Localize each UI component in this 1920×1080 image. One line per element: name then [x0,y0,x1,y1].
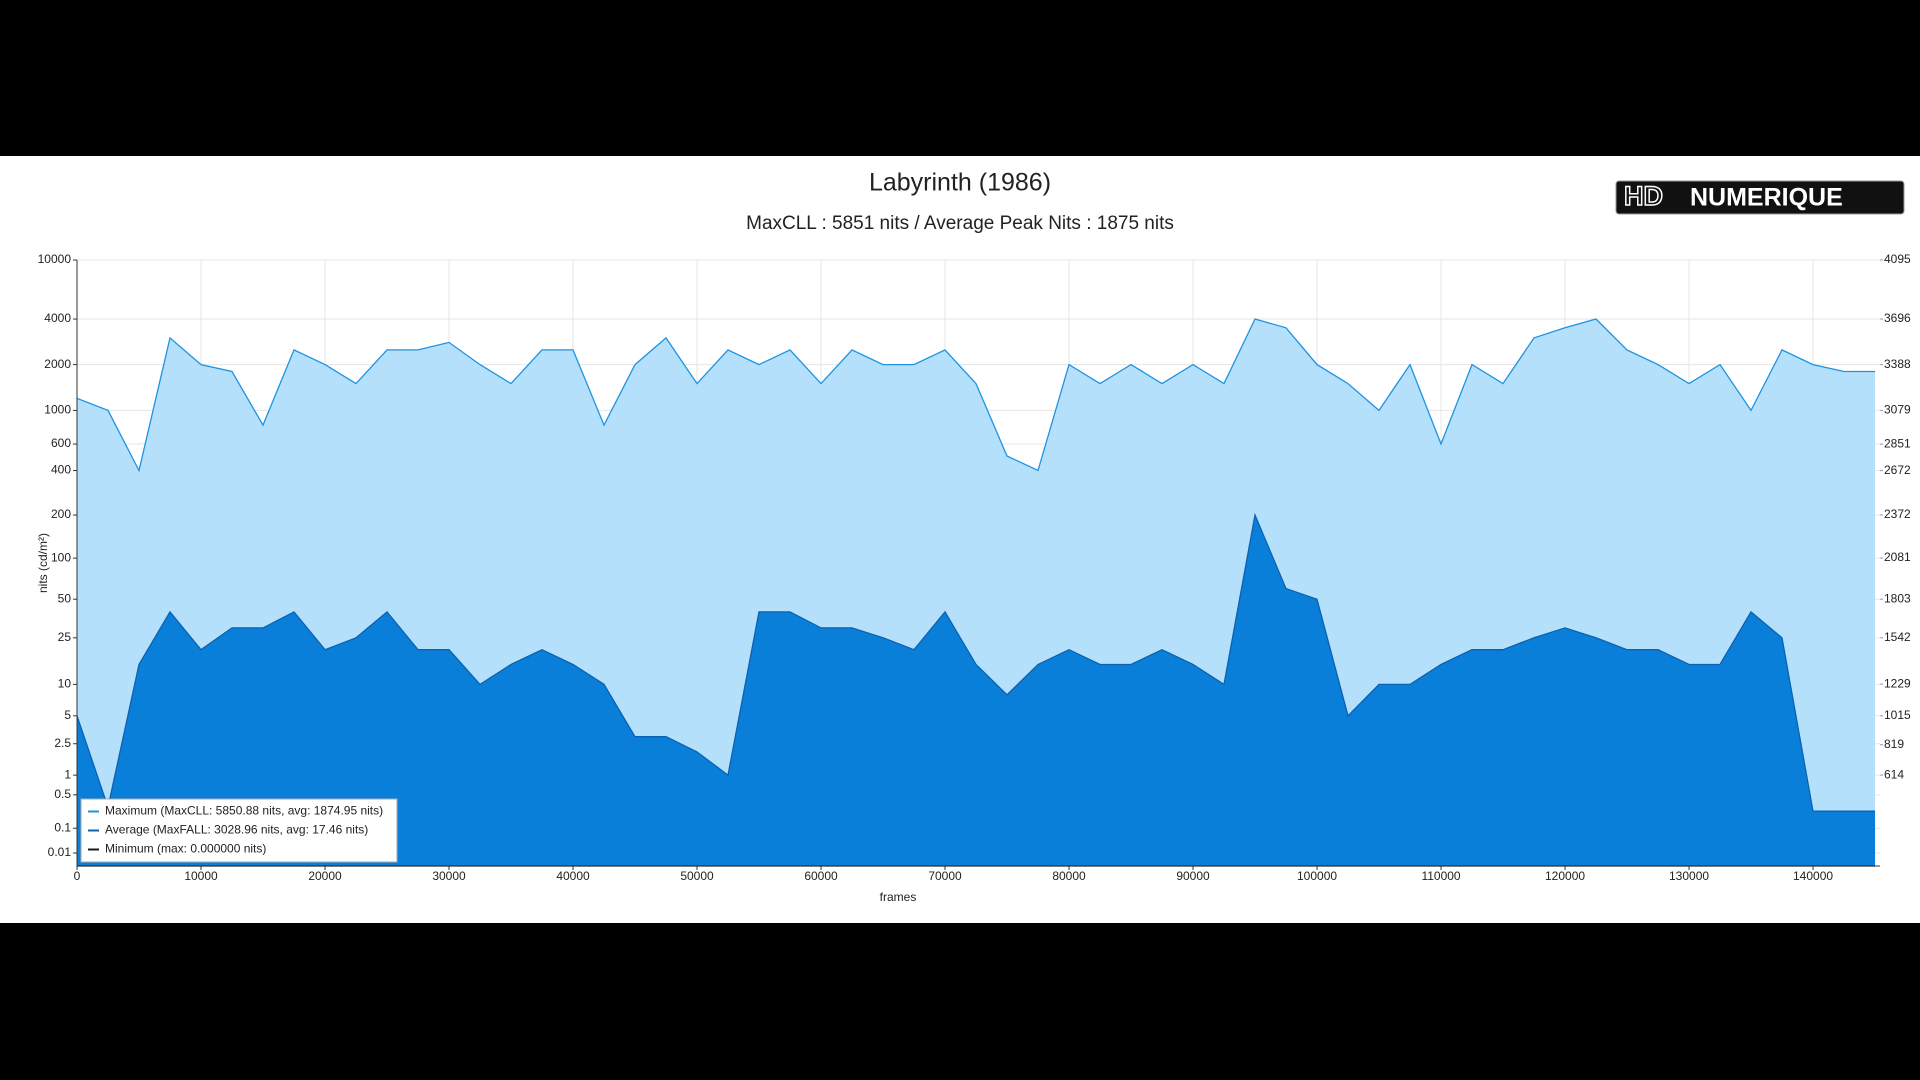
y-tick-label: 0.1 [54,820,71,834]
y-tick-label: 0.01 [48,845,72,859]
y-tick-label: 0.5 [54,787,71,801]
y2-tick-label: 3696 [1884,311,1911,325]
x-tick-label: 50000 [680,869,714,883]
y-tick-label: 400 [51,463,71,477]
x-tick-label: 30000 [432,869,466,883]
y-tick-label: 1 [64,767,71,781]
series-line [76,318,1875,473]
y-tick-label: 25 [58,630,72,644]
x-tick-label: 130000 [1669,869,1709,883]
y-tick-label: 50 [58,591,72,605]
x-tick-label: 40000 [556,869,590,883]
y2-tick-label: 1229 [1884,676,1911,690]
y2-tick-label: 614 [1884,767,1904,781]
y-tick-label: 2.5 [54,736,71,750]
y2-tick-label: 819 [1884,737,1904,751]
y2-tick-label: 2372 [1884,507,1911,521]
x-axis-label: frames [880,890,917,904]
logo: HD NUMERIQUE [1615,180,1905,215]
x-tick-label: 20000 [308,869,342,883]
y-tick-label: 1000 [44,403,71,417]
legend-label: Average (MaxFALL: 3028.96 nits, avg: 17.… [105,823,368,837]
chart-title: Labyrinth (1986) [869,169,1051,197]
y-tick-label: 100 [51,550,71,564]
x-tick-label: 60000 [804,869,838,883]
legend-label: Maximum (MaxCLL: 5850.88 nits, avg: 1874… [105,804,383,818]
series-area [77,515,1875,866]
y2-tick-label: 1015 [1884,708,1911,722]
y2-tick-label: 3388 [1884,357,1911,371]
logo-frame [1615,180,1905,215]
y2-tick-label: 3079 [1884,403,1911,417]
y-tick-label: 4000 [44,311,71,325]
y-axis-label: nits (cd/m²) [36,533,50,593]
y-tick-label: 600 [51,436,71,450]
x-tick-label: 90000 [1176,869,1210,883]
y2-tick-label: 1542 [1884,630,1911,644]
series-line [76,512,1875,812]
x-tick-label: 140000 [1793,869,1833,883]
y2-tick-label: 1803 [1884,591,1911,605]
y-tick-label: 200 [51,507,71,521]
y2-tick-label: 2081 [1884,550,1911,564]
x-tick-label: 10000 [184,869,218,883]
y-tick-label: 5 [64,708,71,722]
x-tick-label: 0 [74,869,81,883]
legend-label: Minimum (max: 0.000000 nits) [105,842,266,856]
y-tick-label: 2000 [44,357,71,371]
logo-hd: HD [1624,181,1663,211]
x-tick-label: 120000 [1545,869,1585,883]
y-tick-label: 10000 [38,252,72,266]
y2-tick-label: 2851 [1884,436,1911,450]
legend-box [80,798,398,863]
x-tick-label: 100000 [1297,869,1337,883]
y2-tick-label: 2672 [1884,463,1911,477]
x-tick-label: 110000 [1421,869,1460,883]
y-tick-label: 10 [58,677,72,691]
x-tick-label: 80000 [1052,869,1086,883]
logo-text: NUMERIQUE [1690,184,1843,212]
y2-tick-label: 4095 [1884,252,1911,266]
chart-subtitle: MaxCLL : 5851 nits / Average Peak Nits :… [746,213,1174,234]
x-tick-label: 70000 [928,869,962,883]
